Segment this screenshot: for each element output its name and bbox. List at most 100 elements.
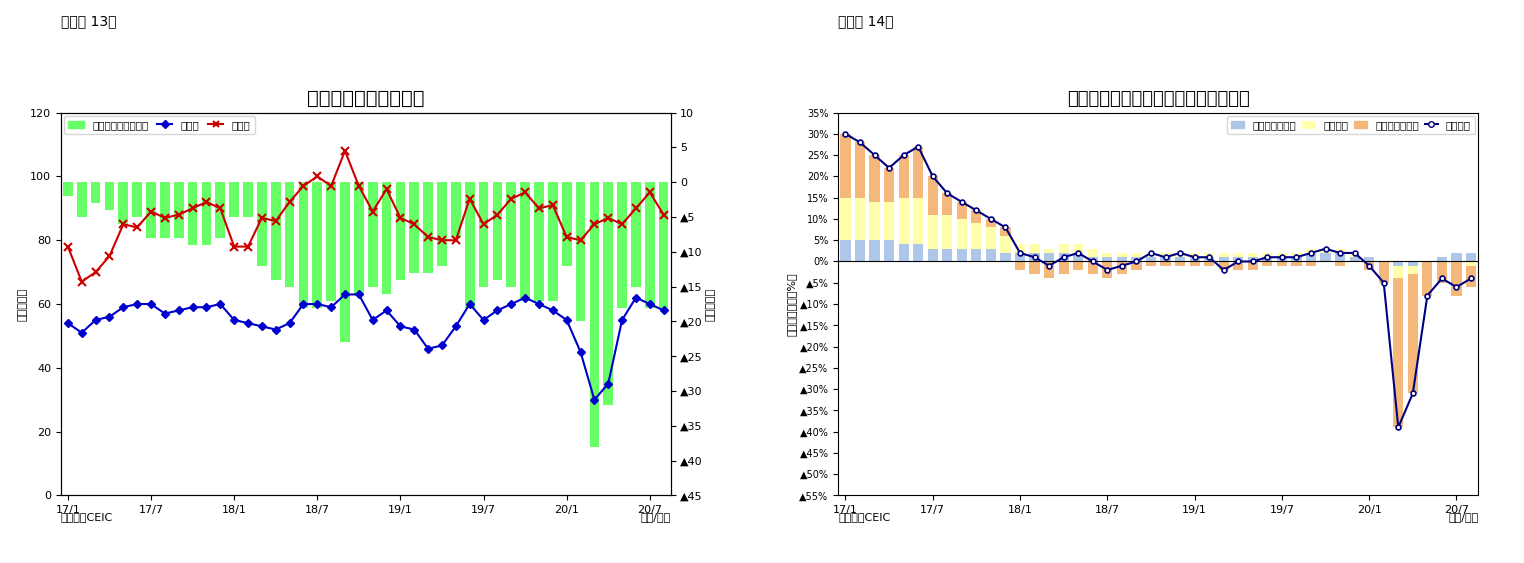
Bar (1015, 261, 1026, 270)
Bar (1190, 257, 1199, 261)
Bar (1000, 253, 1010, 261)
Bar (1306, 261, 1317, 266)
Bar (1364, 261, 1375, 270)
Bar (91, 182, 101, 203)
Bar (899, 155, 908, 198)
Text: （資料）CEIC: （資料）CEIC (61, 512, 113, 522)
Bar (1175, 257, 1186, 261)
Bar (840, 198, 850, 240)
Bar (1408, 261, 1417, 266)
Bar (1233, 257, 1244, 261)
Bar (1146, 257, 1157, 261)
Bar (562, 182, 572, 266)
Bar (928, 215, 937, 249)
Bar (1117, 257, 1126, 261)
Bar (986, 249, 997, 261)
Bar (1451, 261, 1462, 296)
Bar (146, 182, 155, 238)
Bar (971, 211, 981, 223)
Title: フィリピン　輸出の伸び率（品目別）: フィリピン 輸出の伸び率（品目別） (1067, 90, 1250, 108)
Bar (1219, 257, 1228, 261)
Bar (1088, 257, 1097, 261)
Bar (244, 182, 253, 217)
Bar (1335, 261, 1346, 266)
Bar (870, 240, 879, 261)
Bar (62, 182, 73, 196)
Bar (986, 227, 997, 249)
Bar (942, 194, 952, 215)
Bar (299, 182, 308, 307)
Bar (590, 182, 599, 446)
Bar (215, 182, 226, 238)
Bar (1219, 261, 1228, 270)
Bar (1131, 257, 1141, 261)
Bar (533, 182, 544, 301)
Bar (1364, 257, 1375, 261)
Text: （図表 14）: （図表 14） (838, 14, 893, 28)
Bar (1102, 261, 1113, 279)
Bar (1204, 253, 1215, 257)
Bar (1000, 227, 1010, 236)
Bar (1320, 249, 1330, 253)
Bar (76, 182, 87, 217)
Bar (576, 182, 585, 321)
Bar (1335, 249, 1346, 253)
Bar (1117, 261, 1126, 274)
Bar (1262, 253, 1273, 257)
Bar (1350, 257, 1359, 261)
Bar (1437, 261, 1446, 283)
Y-axis label: （億ドル）: （億ドル） (706, 288, 716, 320)
Bar (1175, 253, 1186, 257)
Bar (1190, 261, 1199, 266)
Bar (1073, 261, 1084, 270)
Bar (1175, 261, 1186, 266)
Bar (410, 182, 419, 272)
Bar (855, 240, 866, 261)
Bar (381, 182, 392, 293)
Bar (1015, 244, 1026, 253)
Bar (1059, 244, 1068, 253)
Bar (658, 182, 669, 307)
Bar (840, 134, 850, 198)
Bar (1073, 253, 1084, 261)
Bar (451, 182, 460, 238)
Bar (1466, 253, 1477, 261)
Bar (312, 182, 322, 307)
Bar (1160, 261, 1170, 266)
Bar (271, 182, 280, 280)
Bar (957, 249, 966, 261)
Bar (1102, 253, 1113, 257)
Bar (549, 182, 558, 301)
Bar (1204, 257, 1215, 261)
Bar (520, 182, 530, 301)
Bar (340, 182, 351, 342)
Bar (928, 176, 937, 215)
Legend: 一次産品・燃料, 電子製品, その他製品など, 輸出合計: 一次産品・燃料, 電子製品, その他製品など, 輸出合計 (1227, 116, 1475, 134)
Bar (1437, 257, 1446, 261)
Bar (957, 202, 966, 219)
Bar (492, 182, 503, 280)
Bar (1030, 244, 1039, 253)
Bar (1350, 253, 1359, 257)
Bar (617, 182, 626, 307)
Bar (1044, 249, 1055, 253)
Bar (105, 182, 114, 210)
Bar (1146, 253, 1157, 257)
Bar (1291, 253, 1301, 257)
Bar (884, 240, 895, 261)
Bar (1059, 253, 1068, 261)
Bar (1088, 261, 1097, 274)
Bar (645, 182, 655, 307)
Bar (437, 182, 447, 266)
Bar (367, 182, 378, 287)
Bar (1393, 279, 1404, 427)
Bar (119, 182, 128, 224)
Bar (1059, 261, 1068, 274)
Bar (1306, 253, 1317, 261)
Bar (1466, 266, 1477, 287)
Bar (1088, 249, 1097, 257)
Bar (1117, 253, 1126, 257)
Bar (870, 155, 879, 202)
Bar (899, 244, 908, 261)
Bar (913, 146, 924, 198)
